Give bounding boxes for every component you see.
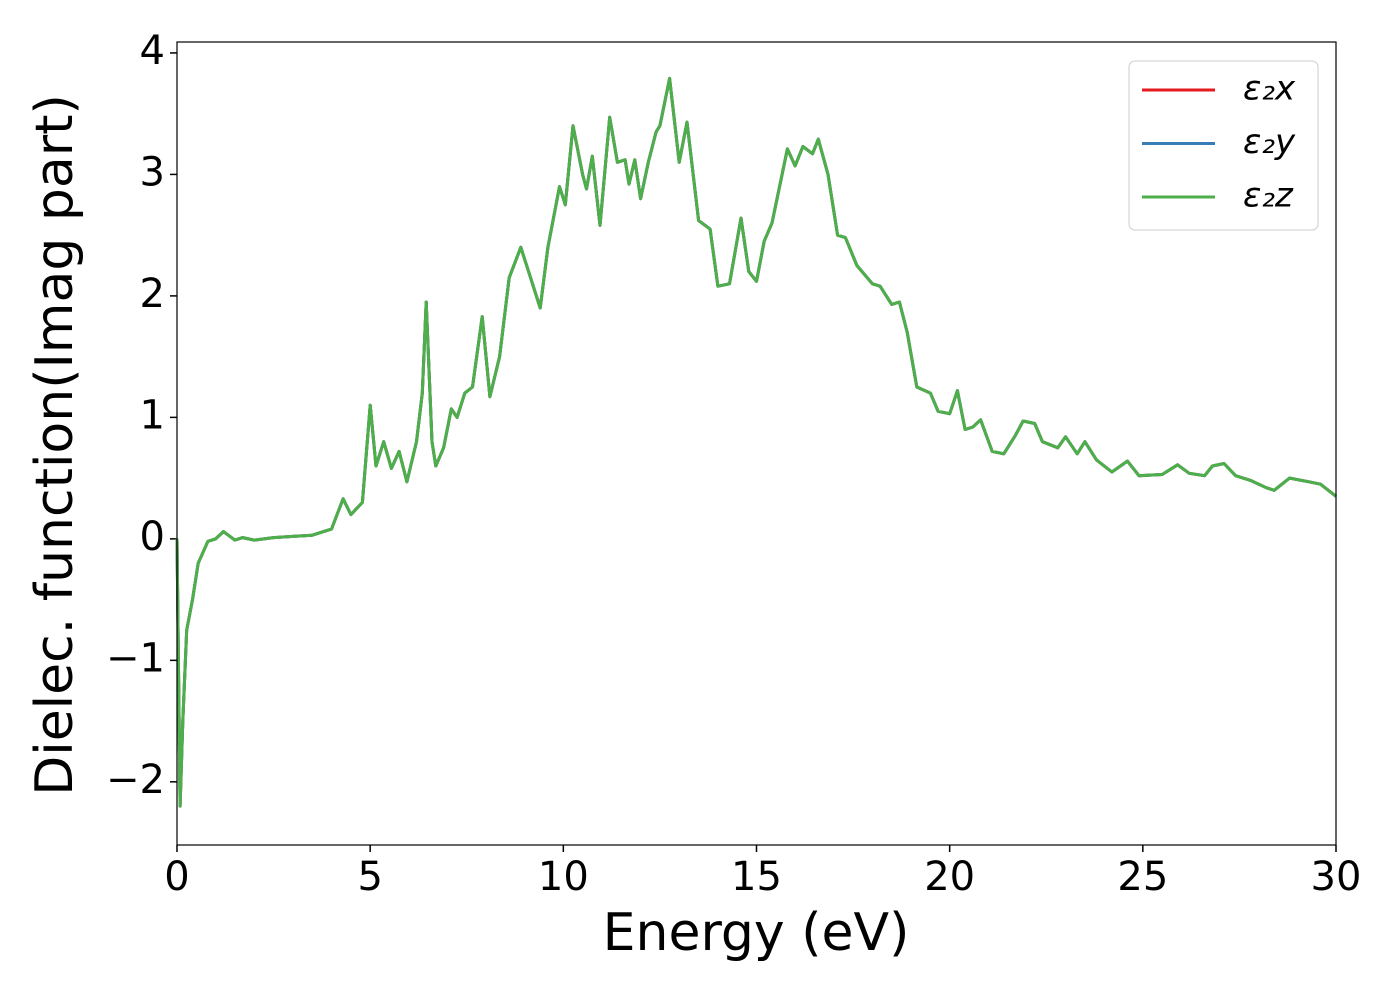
plot-frame <box>176 41 1337 846</box>
x-tick-label: 0 <box>164 854 189 900</box>
y-tick-label: −2 <box>106 757 165 803</box>
x-tick-label: 5 <box>357 854 382 900</box>
legend-label: ε₂y <box>1243 122 1296 162</box>
x-tick-label: 25 <box>1117 854 1168 900</box>
y-tick-label: 3 <box>140 149 165 195</box>
series-line <box>175 76 1337 808</box>
x-tick-label: 15 <box>731 854 782 900</box>
y-tick-label: 0 <box>140 514 165 560</box>
y-tick-label: 2 <box>140 271 165 317</box>
y-tick-label: −1 <box>106 635 165 681</box>
x-tick-label: 10 <box>538 854 589 900</box>
legend-box <box>1128 60 1319 231</box>
legend-label: ε₂z <box>1243 176 1294 216</box>
y-tick-label: 4 <box>140 28 165 74</box>
y-tick-label: 1 <box>140 392 165 438</box>
x-axis-label: Energy (eV) <box>603 903 910 963</box>
x-tick-label: 20 <box>924 854 975 900</box>
y-axis-label: Dielec. function(Imag part) <box>25 94 85 796</box>
x-tick-label: 30 <box>1311 854 1362 900</box>
legend-label: ε₂x <box>1243 69 1296 109</box>
